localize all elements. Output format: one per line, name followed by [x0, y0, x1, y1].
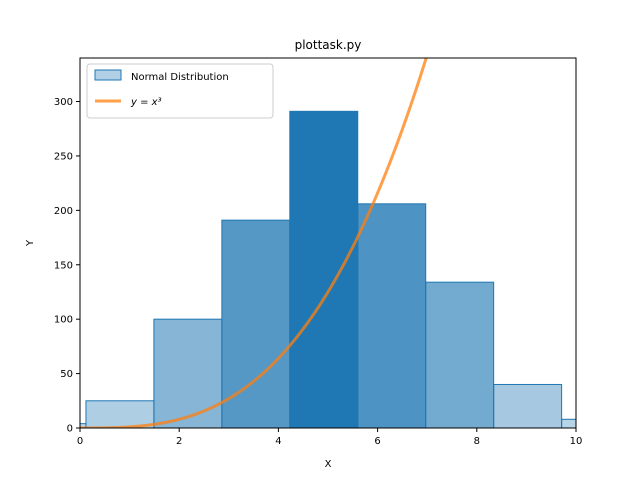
- x-tick-label: 2: [176, 436, 182, 447]
- y-tick-label: 250: [54, 151, 73, 162]
- histogram-bar: [289, 110, 359, 428]
- x-tick-label: 0: [77, 436, 83, 447]
- y-axis-title: Y: [25, 239, 36, 247]
- histogram-bar: [85, 400, 155, 428]
- histogram-bar: [493, 383, 563, 428]
- legend: Normal Distribution y = x³: [86, 63, 274, 119]
- plot-frame: [79, 57, 577, 429]
- y-tick-label: 50: [60, 369, 73, 380]
- chart-title: plottask.py: [295, 38, 362, 52]
- x-tick-label: 10: [570, 436, 583, 447]
- legend-box: [86, 63, 274, 119]
- histogram-bar: [561, 418, 576, 428]
- histogram-bar: [153, 318, 223, 428]
- cubic-curve-line: [80, 58, 428, 428]
- y-tick-label: 200: [54, 206, 73, 217]
- legend-histogram-label: Normal Distribution: [131, 72, 229, 83]
- legend-histogram-swatch: [94, 69, 122, 81]
- histogram-bar: [357, 203, 427, 428]
- y-tick-label: 100: [54, 315, 73, 326]
- y-tick-label: 0: [67, 424, 73, 435]
- histogram-bar: [221, 219, 291, 428]
- x-axis: 0 2 4 6 8 10: [77, 428, 583, 447]
- x-axis-title: X: [325, 459, 332, 470]
- y-tick-label: 300: [54, 97, 73, 108]
- y-axis: 0 50 100 150 200 250 300: [54, 97, 80, 435]
- legend-curve-label: y = x³: [130, 97, 162, 108]
- histogram-bar: [425, 281, 495, 428]
- x-tick-label: 8: [474, 436, 480, 447]
- x-tick-label: 4: [275, 436, 281, 447]
- y-tick-label: 150: [54, 260, 73, 271]
- histogram-bars: [80, 110, 576, 428]
- x-tick-label: 6: [374, 436, 380, 447]
